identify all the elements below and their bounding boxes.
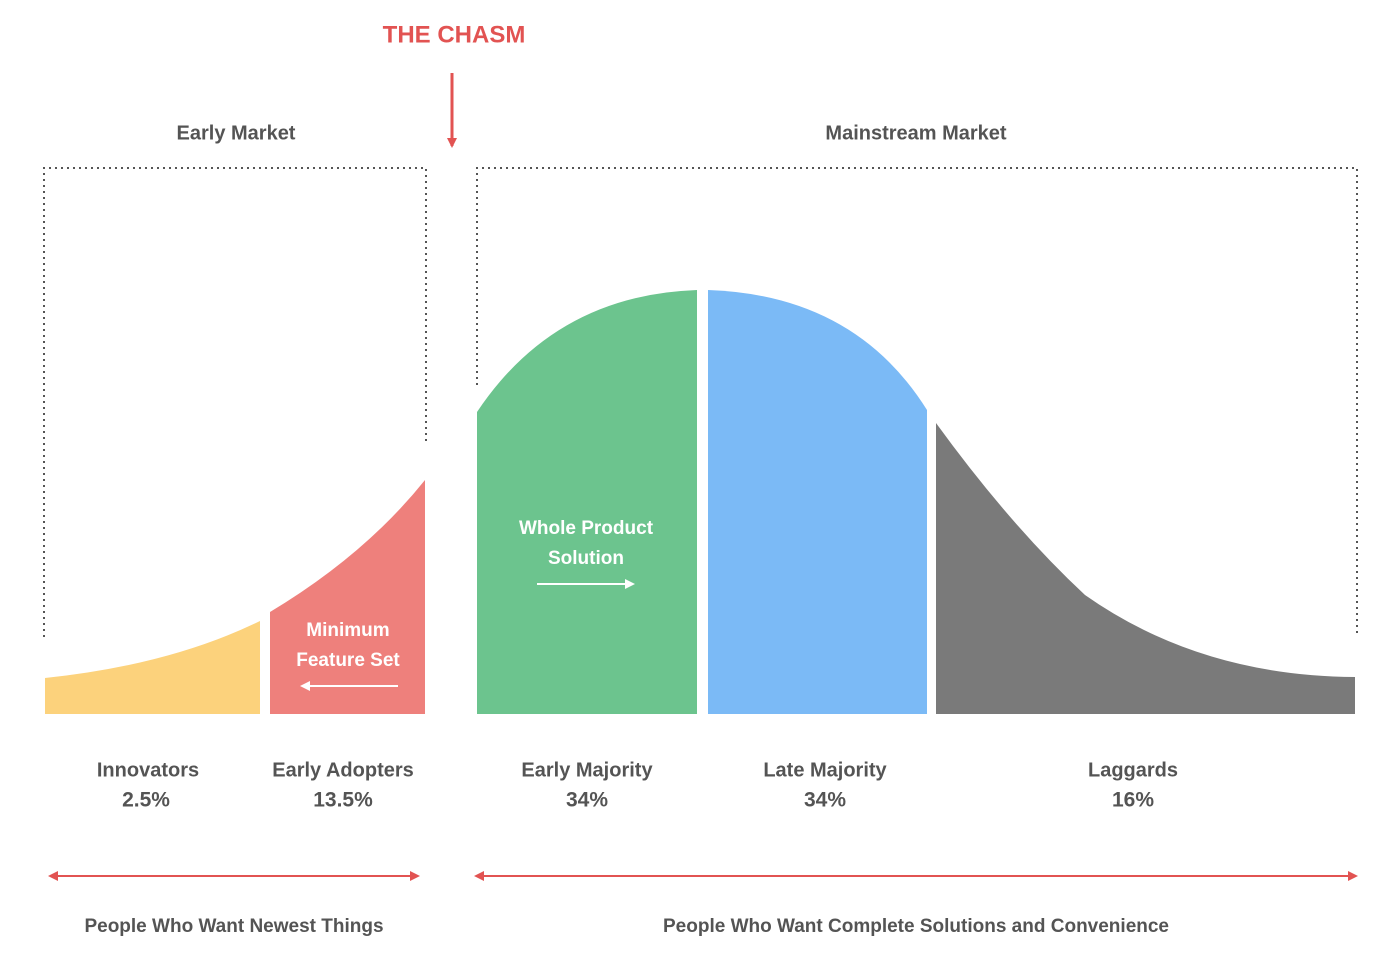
segment-share: 2.5% — [122, 789, 170, 812]
segment-shape — [936, 423, 1355, 714]
market-label: Early Market — [177, 122, 296, 144]
segment-name: Laggards — [1088, 759, 1178, 781]
segment-shape — [708, 290, 927, 714]
segment-shape — [270, 480, 425, 714]
segment-share: 34% — [804, 789, 846, 812]
segment-name: Innovators — [97, 759, 199, 781]
annotation: Minimum — [306, 620, 389, 641]
footer-label: People Who Want Complete Solutions and C… — [663, 916, 1169, 937]
segment-share: 13.5% — [313, 789, 373, 812]
segment-name: Late Majority — [763, 759, 887, 781]
annotation: Whole Product — [519, 518, 654, 539]
footer-label: People Who Want Newest Things — [84, 916, 383, 937]
segment-shape — [45, 621, 260, 714]
segment-name: Early Majority — [521, 759, 653, 781]
market-box — [43, 167, 427, 637]
segment-shape — [477, 290, 697, 714]
market-label: Mainstream Market — [825, 122, 1007, 144]
segment-share: 16% — [1112, 789, 1154, 812]
annotation: Solution — [548, 548, 624, 569]
annotation: Feature Set — [296, 650, 400, 671]
segment-name: Early Adopters — [272, 759, 414, 781]
segment-share: 34% — [566, 789, 608, 812]
market-box — [476, 167, 1358, 637]
chasm-title: THE CHASM — [383, 21, 526, 48]
